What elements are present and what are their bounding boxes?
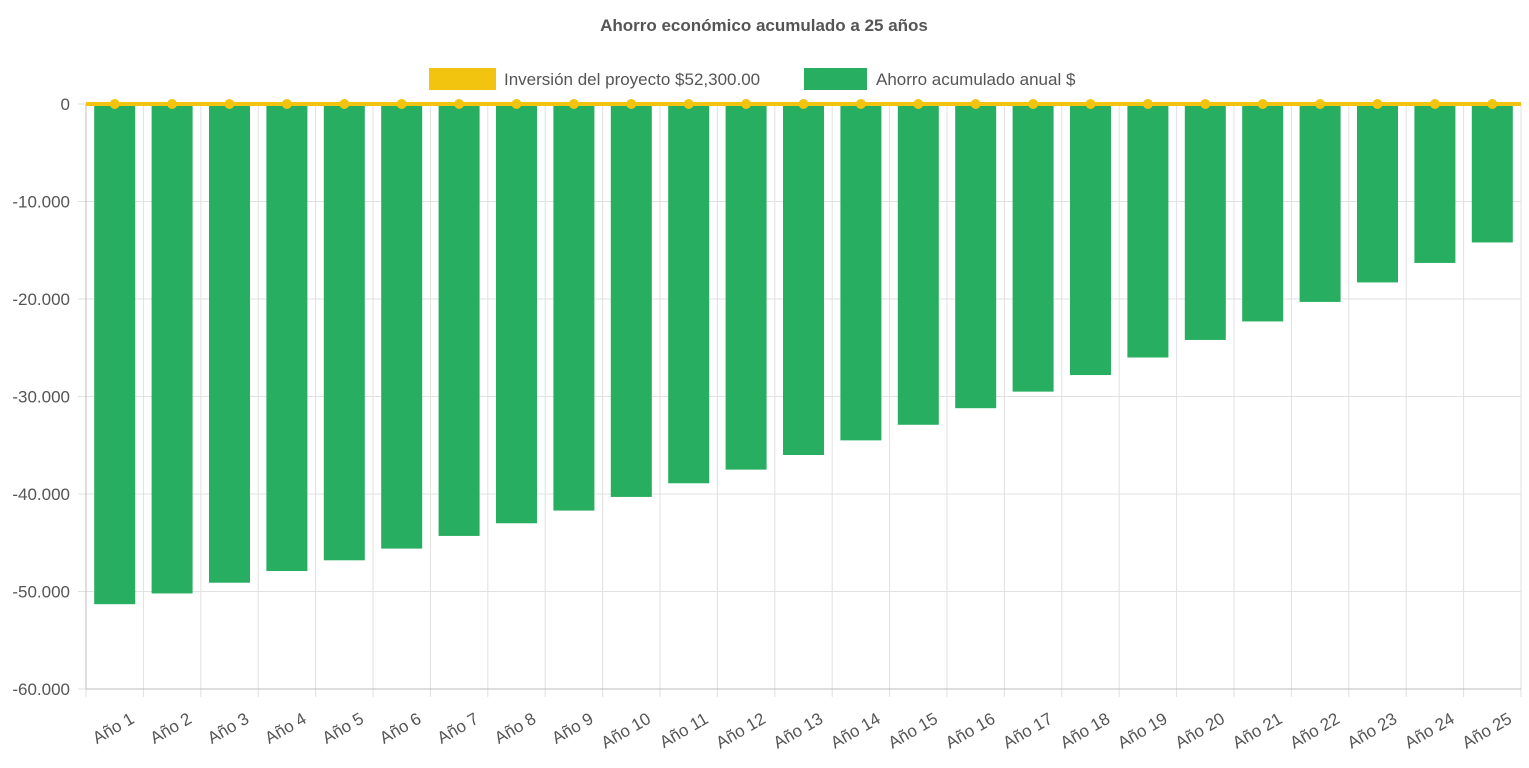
x-tick-label: Año 3 bbox=[204, 709, 252, 748]
chart-title: Ahorro económico acumulado a 25 años bbox=[600, 16, 928, 35]
x-tick-label: Año 2 bbox=[147, 709, 195, 748]
legend-item-savings[interactable]: Ahorro acumulado anual $ bbox=[804, 68, 1076, 90]
savings-bar[interactable] bbox=[668, 104, 710, 484]
savings-bar[interactable] bbox=[1242, 104, 1284, 322]
savings-bar[interactable] bbox=[955, 104, 997, 409]
investment-point[interactable] bbox=[224, 99, 235, 109]
x-tick-label: Año 11 bbox=[656, 709, 711, 752]
savings-bar[interactable] bbox=[209, 104, 250, 583]
x-tick-label: Año 16 bbox=[942, 709, 998, 752]
investment-point[interactable] bbox=[1142, 99, 1153, 109]
investment-point[interactable] bbox=[109, 99, 120, 109]
investment-point[interactable] bbox=[1200, 99, 1211, 109]
savings-bar[interactable] bbox=[1184, 104, 1226, 340]
savings-bar[interactable] bbox=[1070, 104, 1111, 376]
savings-bar[interactable] bbox=[94, 104, 136, 605]
x-tick-label: Año 13 bbox=[770, 709, 826, 752]
x-tick-label: Año 12 bbox=[713, 709, 769, 752]
investment-point[interactable] bbox=[167, 99, 178, 109]
bars-series bbox=[94, 104, 1513, 605]
savings-bar[interactable] bbox=[610, 104, 652, 497]
x-tick-label: Año 7 bbox=[434, 709, 482, 748]
x-tick-label: Año 21 bbox=[1229, 709, 1285, 752]
investment-point[interactable] bbox=[1372, 99, 1383, 109]
y-tick-label: 0 bbox=[61, 95, 70, 114]
axes bbox=[85, 104, 1521, 690]
savings-bar[interactable] bbox=[897, 104, 939, 425]
investment-point[interactable] bbox=[1085, 99, 1096, 109]
investment-point[interactable] bbox=[741, 99, 752, 109]
savings-bar[interactable] bbox=[438, 104, 480, 536]
x-tick-label: Año 18 bbox=[1057, 709, 1113, 752]
investment-point[interactable] bbox=[1315, 99, 1326, 109]
x-tick-label: Año 19 bbox=[1114, 709, 1170, 752]
legend-item-investment[interactable]: Inversión del proyecto $52,300.00 bbox=[429, 68, 760, 90]
investment-point[interactable] bbox=[396, 99, 407, 109]
investment-point[interactable] bbox=[511, 99, 522, 109]
legend-swatch-investment bbox=[429, 68, 496, 90]
grid-lines bbox=[78, 103, 1522, 697]
savings-bar[interactable] bbox=[1012, 104, 1054, 392]
investment-point[interactable] bbox=[1257, 99, 1268, 109]
investment-point[interactable] bbox=[281, 99, 292, 109]
x-tick-label: Año 23 bbox=[1344, 709, 1400, 752]
y-tick-label: -50.000 bbox=[12, 583, 70, 602]
y-tick-label: -30.000 bbox=[12, 388, 70, 407]
x-tick-label: Año 17 bbox=[1000, 709, 1056, 752]
savings-bar[interactable] bbox=[1357, 104, 1398, 283]
legend-swatch-savings bbox=[804, 68, 867, 90]
legend-label-investment: Inversión del proyecto $52,300.00 bbox=[504, 70, 760, 89]
investment-point[interactable] bbox=[1429, 99, 1440, 109]
x-tick-label: Año 15 bbox=[885, 709, 941, 752]
investment-point[interactable] bbox=[913, 99, 924, 109]
investment-line-series bbox=[86, 99, 1521, 109]
y-tick-label: -10.000 bbox=[12, 193, 70, 212]
x-tick-label: Año 9 bbox=[549, 709, 597, 748]
x-tick-label: Año 5 bbox=[319, 709, 367, 748]
savings-bar[interactable] bbox=[496, 104, 537, 524]
x-tick-labels: Año 1 Año 2 Año 3 Año 4 Año 5 Año 6 Año 7 Año 8… bbox=[89, 709, 1515, 752]
x-tick-label: Año 22 bbox=[1287, 709, 1343, 752]
savings-bar[interactable] bbox=[151, 104, 193, 594]
x-tick-label: Año 25 bbox=[1459, 709, 1515, 752]
investment-point[interactable] bbox=[568, 99, 579, 109]
savings-bar[interactable] bbox=[1414, 104, 1456, 263]
investment-point[interactable] bbox=[798, 99, 809, 109]
x-tick-label: Año 4 bbox=[262, 709, 310, 748]
x-tick-label: Año 20 bbox=[1172, 709, 1228, 752]
x-tick-label: Año 24 bbox=[1401, 709, 1457, 752]
y-tick-label: -60.000 bbox=[12, 680, 70, 699]
investment-point[interactable] bbox=[339, 99, 350, 109]
investment-point[interactable] bbox=[626, 99, 637, 109]
y-tick-label: -40.000 bbox=[12, 485, 70, 504]
y-tick-labels: 0 -10.000 -20.000 -30.000 -40.000 -50.000 -60.… bbox=[12, 95, 70, 699]
savings-bar[interactable] bbox=[1127, 104, 1169, 358]
y-tick-label: -20.000 bbox=[12, 290, 70, 309]
savings-bar[interactable] bbox=[553, 104, 595, 511]
savings-bar[interactable] bbox=[323, 104, 365, 561]
savings-bar[interactable] bbox=[1299, 104, 1341, 302]
savings-bar[interactable] bbox=[1471, 104, 1513, 243]
x-tick-label: Año 6 bbox=[376, 709, 424, 748]
x-tick-label: Año 8 bbox=[491, 709, 539, 748]
investment-point[interactable] bbox=[1028, 99, 1039, 109]
x-tick-label: Año 10 bbox=[598, 709, 654, 752]
legend: Inversión del proyecto $52,300.00 Ahorro… bbox=[429, 68, 1076, 90]
x-tick-label: Año 1 bbox=[89, 709, 137, 748]
investment-point[interactable] bbox=[1487, 99, 1498, 109]
investment-point[interactable] bbox=[855, 99, 866, 109]
savings-bar[interactable] bbox=[266, 104, 308, 572]
savings-bar[interactable] bbox=[783, 104, 824, 455]
savings-bar[interactable] bbox=[840, 104, 882, 441]
investment-point[interactable] bbox=[970, 99, 981, 109]
savings-bar[interactable] bbox=[725, 104, 767, 470]
investment-point[interactable] bbox=[454, 99, 465, 109]
investment-point[interactable] bbox=[683, 99, 694, 109]
x-tick-label: Año 14 bbox=[827, 709, 883, 752]
savings-bar[interactable] bbox=[381, 104, 423, 549]
legend-label-savings: Ahorro acumulado anual $ bbox=[876, 70, 1076, 89]
